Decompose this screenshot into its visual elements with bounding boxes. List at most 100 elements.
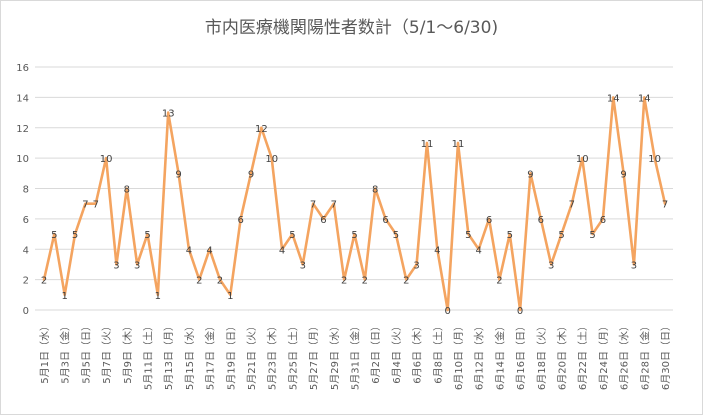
data-label: 3: [134, 260, 140, 271]
x-tick-label: 6月18日（火）: [536, 321, 548, 390]
data-label: 3: [548, 260, 554, 271]
data-label: 5: [72, 230, 78, 241]
series-line: [42, 96, 667, 312]
x-tick-label: 5月25日（土）: [286, 321, 299, 390]
x-tick-label: 5月27日（月）: [308, 321, 320, 390]
data-label: 5: [351, 230, 357, 241]
data-label: 9: [527, 169, 533, 180]
x-tick-label: 5月15日（水）: [184, 321, 196, 390]
data-label: 3: [300, 260, 306, 271]
data-label: 5: [465, 230, 471, 241]
data-label: 0: [444, 306, 450, 317]
data-label: 3: [631, 260, 637, 271]
data-label: 5: [507, 230, 513, 241]
data-label: 9: [620, 169, 626, 180]
x-tick-label: 5月13日（月）: [163, 321, 175, 390]
data-label: 12: [255, 124, 268, 135]
data-label: 7: [662, 200, 668, 211]
x-tick-label: 6月6日（木）: [412, 321, 424, 384]
x-tick-label: 5月17日（金）: [204, 321, 217, 390]
data-label: 5: [51, 230, 57, 241]
data-label: 11: [421, 139, 434, 150]
y-tick-label: 4: [23, 245, 29, 256]
data-label: 4: [476, 245, 482, 256]
data-label: 5: [289, 230, 295, 241]
x-tick-label: 5月29日（水）: [329, 321, 341, 390]
data-label: 7: [331, 200, 337, 211]
data-label: 7: [82, 200, 88, 211]
data-label: 4: [434, 245, 440, 256]
data-label: 4: [186, 245, 192, 256]
data-label: 10: [576, 154, 589, 165]
data-label: 8: [124, 185, 130, 196]
y-tick-label: 0: [23, 306, 29, 317]
data-label: 2: [496, 276, 502, 287]
x-tick-label: 5月7日（火）: [101, 321, 113, 384]
data-label: 2: [196, 276, 202, 287]
data-label: 6: [538, 215, 544, 226]
data-label: 2: [217, 276, 223, 287]
data-label: 5: [144, 230, 150, 241]
x-tick-label: 6月28日（金）: [638, 321, 651, 390]
x-tick-label: 6月2日（日）: [370, 321, 382, 384]
y-tick-label: 12: [16, 124, 29, 135]
x-tick-label: 5月9日（木）: [122, 321, 134, 384]
data-label: 2: [403, 276, 409, 287]
y-tick-label: 10: [16, 154, 29, 165]
x-tick-label: 6月26日（水）: [619, 321, 631, 390]
data-label: 4: [206, 245, 212, 256]
data-label: 5: [393, 230, 399, 241]
x-tick-label: 5月1日（水）: [39, 321, 51, 384]
data-label: 1: [227, 291, 233, 302]
data-label: 14: [638, 93, 651, 104]
data-label: 6: [237, 215, 243, 226]
data-label: 14: [607, 93, 620, 104]
y-tick-label: 14: [16, 93, 29, 104]
x-tick-label: 5月5日（日）: [80, 321, 92, 384]
data-label: 2: [362, 276, 368, 287]
data-label: 6: [382, 215, 388, 226]
data-label: 6: [600, 215, 606, 226]
x-tick-label: 6月30日（日）: [660, 321, 672, 390]
data-label: 1: [155, 291, 161, 302]
data-label: 7: [93, 200, 99, 211]
data-label: 10: [100, 154, 113, 165]
chart-title: 市内医療機関陽性者数計（5/1～6/30): [204, 18, 499, 38]
x-axis-ticks: 5月1日（水） 5月3日（金） 5月5日（日） 5月7日（火） 5月9日（木） 5月11日…: [39, 321, 672, 390]
data-label: 2: [41, 276, 47, 287]
data-label: 5: [589, 230, 595, 241]
data-label: 2: [341, 276, 347, 287]
data-label: 10: [265, 154, 278, 165]
x-tick-label: 6月14日（金）: [493, 321, 506, 390]
x-tick-label: 6月22日（土）: [576, 321, 589, 390]
data-label: 4: [279, 245, 285, 256]
y-tick-label: 2: [23, 276, 29, 287]
x-tick-label: 6月24日（月）: [598, 321, 610, 390]
x-tick-label: 5月3日（金）: [59, 321, 72, 384]
x-tick-label: 5月11日（土）: [142, 321, 155, 390]
y-tick-label: 8: [23, 185, 29, 196]
y-axis-ticks: 0 2 4 6 8 10 12 14 16: [16, 63, 29, 317]
data-label: 6: [320, 215, 326, 226]
x-tick-label: 6月8日（土）: [431, 321, 444, 384]
series-layer: [42, 96, 667, 312]
data-label: 7: [569, 200, 575, 211]
data-label: 0: [517, 306, 523, 317]
data-label: 1: [62, 291, 68, 302]
data-label: 6: [486, 215, 492, 226]
data-label: 3: [413, 260, 419, 271]
data-label: 3: [113, 260, 119, 271]
x-tick-label: 5月19日（日）: [225, 321, 237, 390]
x-tick-label: 6月10日（月）: [453, 321, 465, 390]
data-label: 11: [452, 139, 465, 150]
x-tick-label: 5月21日（火）: [246, 321, 258, 390]
x-tick-label: 5月31日（金）: [349, 321, 362, 390]
data-label: 10: [648, 154, 661, 165]
data-label: 8: [372, 185, 378, 196]
x-tick-label: 6月16日（日）: [515, 321, 527, 390]
data-label: 7: [310, 200, 316, 211]
y-tick-label: 6: [23, 215, 29, 226]
